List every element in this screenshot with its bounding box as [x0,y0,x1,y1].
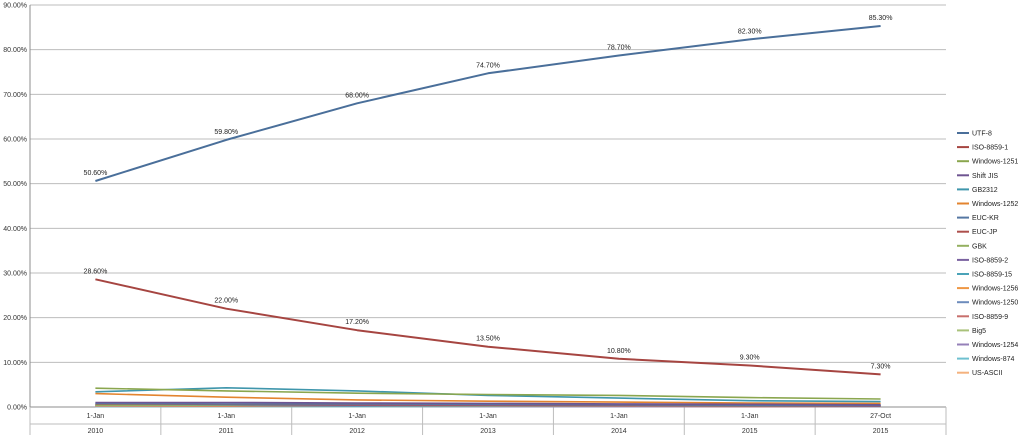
y-tick-label: 80.00% [3,47,27,54]
legend-entry: Shift JIS [972,173,998,180]
legend-entry: ISO-8859-15 [972,272,1012,279]
legend-entry: GB2312 [972,187,998,194]
series-line-shift-jis [95,401,881,406]
y-tick-label: 90.00% [3,3,27,10]
x-tick-label: 1-Jan [741,413,759,420]
x-tick-label: 1-Jan [610,413,628,420]
data-label: 13.50% [476,336,500,343]
series-line-gb2312 [95,386,881,403]
y-tick-label: 70.00% [3,92,27,99]
data-label: 50.60% [84,170,108,177]
legend-entry: ISO-8859-2 [972,257,1008,264]
series-line-windows-1251 [95,387,881,400]
legend: UTF-8 ISO-8859-1 Windows-1251 Shift JIS GB23… [957,131,1018,377]
x-tick-label: 1-Jan [348,413,366,420]
data-label: 82.30% [738,28,762,35]
legend-entry: EUC-JP [972,229,998,236]
y-tick-label: 0.00% [7,405,27,412]
y-axis: 0.00% 10.00% 20.00% 30.00% 40.00% 50.00% 60.00… [3,3,31,435]
legend-entry: GBK [972,243,987,250]
data-label: 59.80% [214,129,238,136]
y-tick-label: 60.00% [3,137,27,144]
legend-entry: US-ASCII [972,370,1002,377]
gridlines [30,4,946,408]
data-label: 22.00% [214,298,238,305]
data-label: 78.70% [607,44,631,51]
x-year-label: 2011 [219,428,234,435]
y-tick-label: 50.00% [3,181,27,188]
x-year-label: 2015 [742,428,758,435]
y-tick-label: 20.00% [3,315,27,322]
legend-entry: UTF-8 [972,131,992,138]
legend-entry: Windows-1254 [972,342,1018,349]
x-tick-label: 1-Jan [87,413,105,420]
legend-entry: Windows-1251 [972,159,1018,166]
x-year-label: 2015 [873,428,889,435]
legend-entry: EUC-KR [972,215,999,222]
x-tick-label: 1-Jan [218,413,236,420]
data-label: 7.30% [871,363,891,370]
series-line-windows-1252 [95,392,881,405]
data-label: 10.80% [607,348,631,355]
series-line-euc-kr [95,402,881,407]
x-year-label: 2013 [480,428,496,435]
data-label: 68.00% [345,92,369,99]
y-tick-label: 40.00% [3,226,27,233]
series-line-utf-8 [95,25,881,182]
x-year-label: 2010 [88,428,104,435]
x-tick-label: 27-Oct [870,413,891,420]
x-axis: 1-Jan 2010 1-Jan 2011 1-Jan 2012 1-Jan 2013 1-Ja… [29,407,947,435]
legend-entry: Big5 [972,328,986,335]
legend-entry: Windows-1252 [972,201,1018,208]
series-lines [95,25,881,408]
y-tick-label: 30.00% [3,271,27,278]
data-label: 28.60% [84,268,108,275]
legend-entry: ISO-8859-1 [972,145,1008,152]
legend-entry: Windows-1250 [972,300,1018,307]
x-tick-label: 1-Jan [479,413,497,420]
x-year-label: 2014 [611,428,627,435]
data-label: 85.30% [869,15,893,22]
legend-entry: Windows-1256 [972,286,1018,293]
data-label: 9.30% [740,354,760,361]
legend-entry: ISO-8859-9 [972,314,1008,321]
series-line-iso-8859-1 [95,278,881,376]
data-label: 17.20% [345,319,369,326]
x-year-label: 2012 [349,428,365,435]
legend-entry: Windows-874 [972,356,1015,363]
data-labels: 50.60% 59.80% 68.00% 74.70% 78.70% 82.30% 85.3… [84,15,893,370]
data-label: 74.70% [476,62,500,69]
y-tick-label: 10.00% [3,360,27,367]
